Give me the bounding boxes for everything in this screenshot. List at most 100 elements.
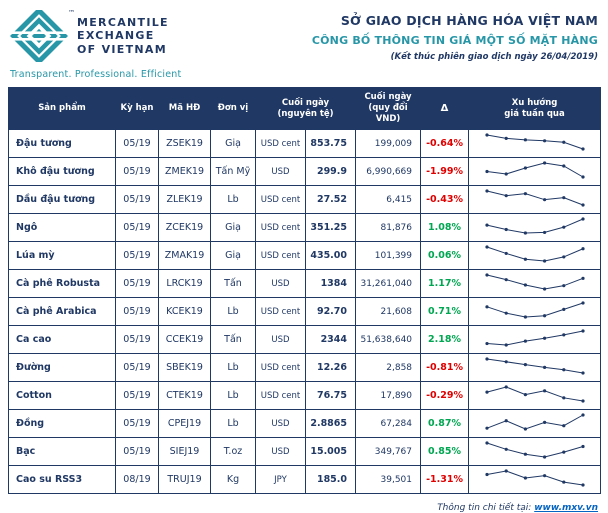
unit-cell: Lb — [210, 185, 256, 215]
term-cell: 05/19 — [115, 381, 159, 411]
sparkline-chart — [484, 469, 585, 487]
table-row: Cotton 05/19 CTEK19 Lb USD cent 76.75 17,890 -0… — [8, 381, 602, 411]
table-row: Cà phê Arabica 05/19 KCEK19 Lb USD cent 92.70… — [8, 297, 602, 327]
delta-cell: -0.43% — [420, 185, 470, 215]
contract-code-cell: CPEJ19 — [158, 409, 211, 439]
sparkline-chart — [484, 413, 585, 431]
close-original-line2: (nguyên tệ) — [277, 108, 334, 119]
mxv-logo-icon: ™ — [10, 7, 75, 65]
currency-cell: USD cent — [255, 297, 306, 327]
delta-cell: 1.08% — [420, 213, 470, 243]
currency-cell: USD — [255, 269, 306, 299]
unit-cell: Lb — [210, 381, 256, 411]
vnd-price-cell: 51,638,640 — [355, 325, 422, 355]
sparkline-chart — [484, 217, 585, 235]
session-date-note: (Kết thúc phiên giao dịch ngày 26/04/201… — [390, 52, 598, 62]
sheet-footer: Thông tin chi tiết tại: www.mxv.vn — [8, 503, 600, 513]
product-cell: Ngô — [8, 213, 116, 243]
term-cell: 05/19 — [115, 297, 159, 327]
product-cell: Cao su RSS3 — [8, 465, 116, 495]
product-cell: Dầu đậu tương — [8, 185, 116, 215]
term-cell: 05/19 — [115, 325, 159, 355]
table-row: Ngô 05/19 ZCEK19 Giạ USD cent 351.25 81,876 1.0… — [8, 213, 602, 243]
delta-cell: -1.99% — [420, 157, 470, 187]
currency-cell: USD cent — [255, 353, 306, 383]
brand-block: ™ MERCANTILE EXCHANGE OF VIETNAM Transpa… — [10, 7, 181, 80]
table-header-row: Sản phẩm Kỳ hạn Mã HĐ Đơn vị Cuối ngày (… — [8, 86, 602, 131]
product-cell: Đồng — [8, 409, 116, 439]
contract-code-cell: ZMEK19 — [158, 157, 211, 187]
product-cell: Khô đậu tương — [8, 157, 116, 187]
trend-sparkline-cell — [468, 185, 602, 215]
title-block: SỞ GIAO DỊCH HÀNG HÓA VIỆT NAM CÔNG BỐ T… — [312, 10, 598, 62]
unit-cell: Tấn Mỹ — [210, 157, 256, 187]
close-price-cell: 12.26 — [304, 353, 357, 383]
contract-code-cell: ZLEK19 — [158, 185, 211, 215]
sparkline-chart — [484, 161, 585, 179]
sparkline-chart — [484, 189, 585, 207]
close-price-cell: 76.75 — [304, 381, 357, 411]
trademark-symbol: ™ — [68, 9, 75, 17]
brand-line-3: OF VIETNAM — [77, 42, 167, 56]
price-sheet: ™ MERCANTILE EXCHANGE OF VIETNAM Transpa… — [8, 7, 602, 513]
vnd-price-cell: 199,009 — [355, 129, 422, 159]
sparkline-chart — [484, 329, 585, 347]
brand-line-1: MERCANTILE — [77, 16, 169, 30]
footer-text: Thông tin chi tiết tại: — [437, 503, 532, 513]
trend-sparkline-cell — [468, 465, 602, 495]
term-cell: 05/19 — [115, 185, 159, 215]
vnd-price-cell: 67,284 — [355, 409, 422, 439]
table-row: Ca cao 05/19 CCEK19 Tấn USD 2344 51,638,640 2.1… — [8, 325, 602, 355]
delta-cell: 2.18% — [420, 325, 470, 355]
mxv-website-link[interactable]: www.mxv.vn — [534, 503, 598, 513]
price-table-body: Đậu tương 05/19 ZSEK19 Giạ USD cent 853.75 199… — [8, 129, 602, 495]
product-cell: Ca cao — [8, 325, 116, 355]
currency-cell: USD — [255, 437, 306, 467]
unit-cell: Giạ — [210, 213, 256, 243]
vnd-price-cell: 6,990,669 — [355, 157, 422, 187]
sparkline-chart — [484, 245, 585, 263]
currency-cell: USD cent — [255, 129, 306, 159]
vnd-price-cell: 2,858 — [355, 353, 422, 383]
close-vnd-line2: (quy đổi VND) — [368, 103, 408, 125]
vnd-price-cell: 31,261,040 — [355, 269, 422, 299]
page-subtitle: CÔNG BỐ THÔNG TIN GIÁ MỘT SỐ MẶT HÀNG — [311, 34, 598, 47]
sparkline-chart — [484, 357, 585, 375]
trend-sparkline-cell — [468, 241, 602, 271]
brand-name: MERCANTILE EXCHANGE OF VIETNAM — [77, 16, 169, 56]
col-header-trend: Xu hướng giá tuần qua — [468, 86, 602, 131]
vnd-price-cell: 39,501 — [355, 465, 422, 495]
delta-cell: -0.29% — [420, 381, 470, 411]
contract-code-cell: ZSEK19 — [158, 129, 211, 159]
table-row: Đậu tương 05/19 ZSEK19 Giạ USD cent 853.75 199… — [8, 129, 602, 159]
table-row: Cà phê Robusta 05/19 LRCK19 Tấn USD 1384 31,26… — [8, 269, 602, 299]
trend-sparkline-cell — [468, 353, 602, 383]
brand-line-2: EXCHANGE — [77, 29, 155, 43]
trend-sparkline-cell — [468, 381, 602, 411]
product-cell: Lúa mỳ — [8, 241, 116, 271]
unit-cell: Lb — [210, 297, 256, 327]
table-row: Khô đậu tương 05/19 ZMEK19 Tấn Mỹ USD 299.9 6,… — [8, 157, 602, 187]
close-price-cell: 351.25 — [304, 213, 357, 243]
close-price-cell: 15.005 — [304, 437, 357, 467]
unit-cell: Tấn — [210, 269, 256, 299]
trend-sparkline-cell — [468, 409, 602, 439]
unit-cell: Kg — [210, 465, 256, 495]
unit-cell: Lb — [210, 353, 256, 383]
delta-cell: 0.06% — [420, 241, 470, 271]
term-cell: 08/19 — [115, 465, 159, 495]
currency-cell: USD cent — [255, 213, 306, 243]
vnd-price-cell: 349,767 — [355, 437, 422, 467]
delta-cell: -0.64% — [420, 129, 470, 159]
table-row: Dầu đậu tương 05/19 ZLEK19 Lb USD cent 27.52 6… — [8, 185, 602, 215]
product-cell: Đậu tương — [8, 129, 116, 159]
product-cell: Cotton — [8, 381, 116, 411]
currency-cell: USD cent — [255, 241, 306, 271]
product-cell: Cà phê Arabica — [8, 297, 116, 327]
contract-code-cell: TRUJ19 — [158, 465, 211, 495]
delta-cell: 0.85% — [420, 437, 470, 467]
delta-cell: 1.17% — [420, 269, 470, 299]
contract-code-cell: SBEK19 — [158, 353, 211, 383]
sparkline-chart — [484, 133, 585, 151]
unit-cell: Giạ — [210, 129, 256, 159]
